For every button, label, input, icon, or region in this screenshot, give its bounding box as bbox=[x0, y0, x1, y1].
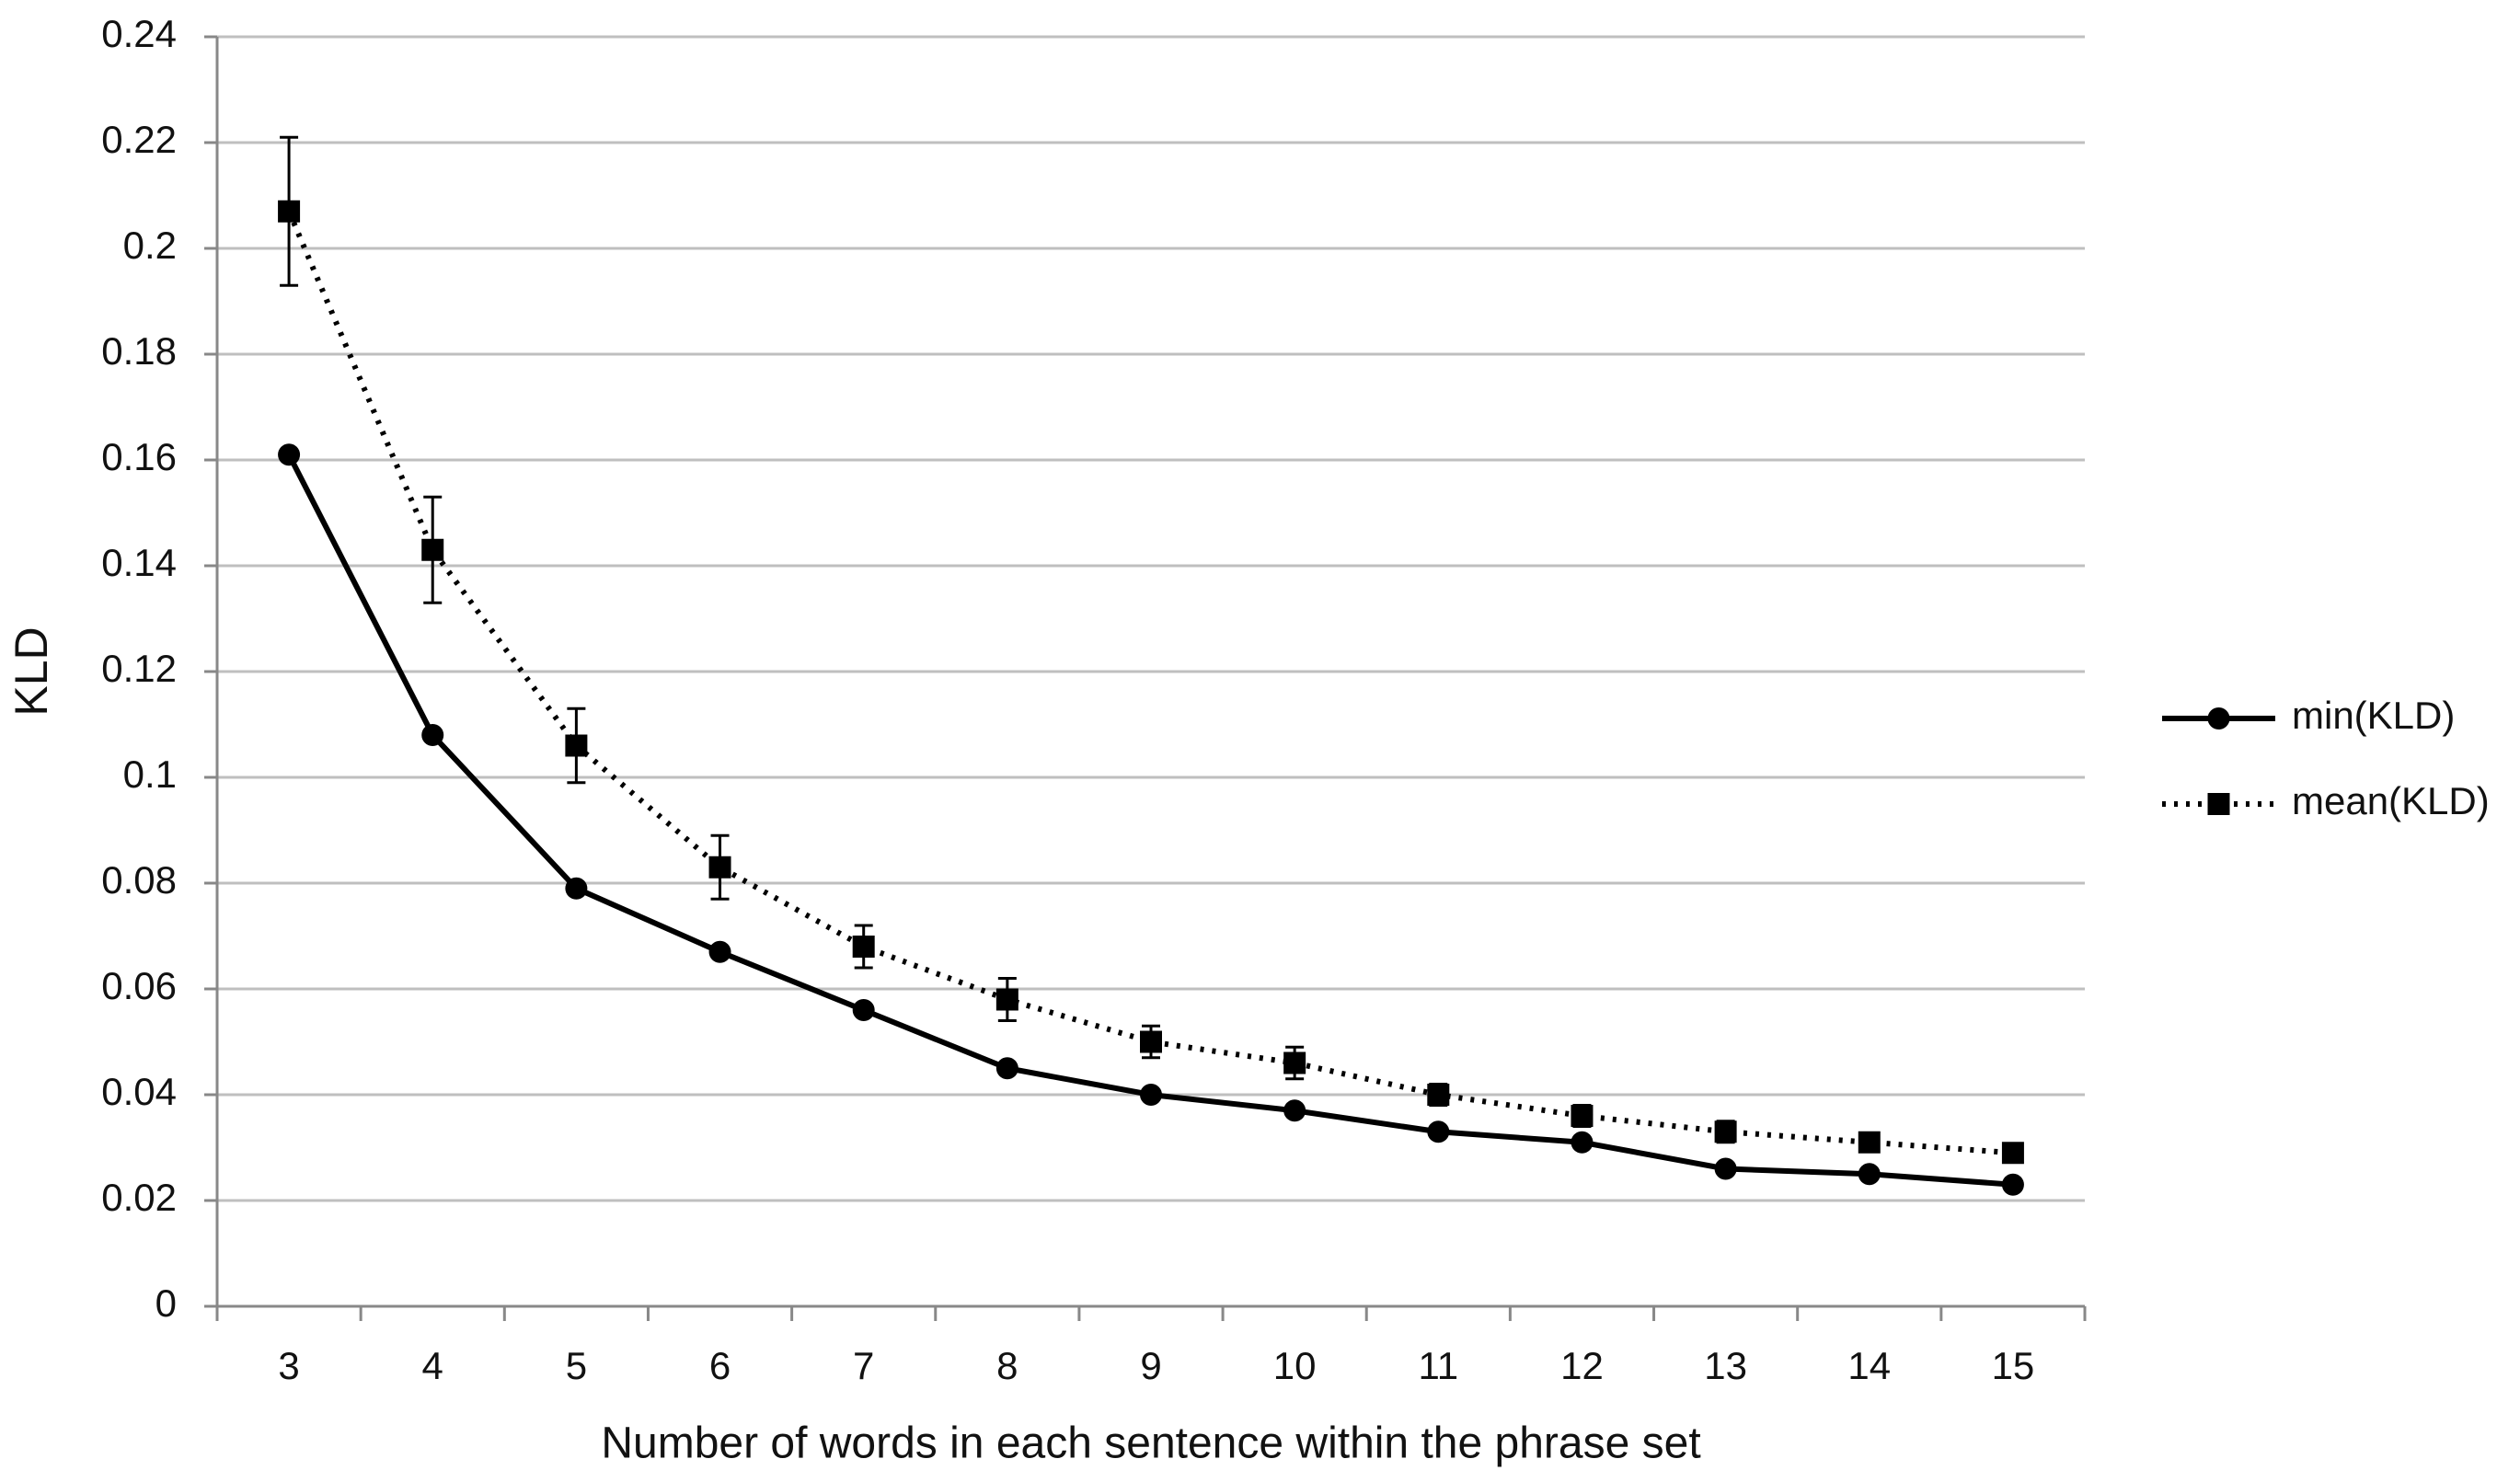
data-point bbox=[995, 988, 1018, 1011]
data-point bbox=[1283, 1099, 1306, 1122]
data-point bbox=[1571, 1105, 1594, 1127]
data-point bbox=[1140, 1084, 1162, 1106]
y-axis-title: KLD bbox=[6, 626, 57, 716]
data-point bbox=[421, 724, 444, 746]
y-tick-label: 0.14 bbox=[101, 541, 177, 584]
data-point bbox=[421, 538, 444, 561]
data-point bbox=[852, 936, 875, 958]
data-point bbox=[565, 877, 588, 900]
x-tick-label: 5 bbox=[566, 1344, 587, 1387]
y-tick-label: 0.2 bbox=[123, 224, 177, 267]
x-tick-label: 14 bbox=[1847, 1344, 1891, 1387]
data-point bbox=[1140, 1030, 1162, 1053]
x-tick-label: 10 bbox=[1273, 1344, 1317, 1387]
data-point bbox=[565, 734, 588, 757]
data-point bbox=[708, 856, 731, 879]
y-tick-label: 0.22 bbox=[101, 118, 177, 161]
x-tick-label: 9 bbox=[1140, 1344, 1161, 1387]
x-tick-label: 3 bbox=[278, 1344, 299, 1387]
legend-label: min(KLD) bbox=[2292, 694, 2455, 737]
x-tick-label: 15 bbox=[1992, 1344, 2035, 1387]
data-point bbox=[1427, 1084, 1450, 1106]
data-point bbox=[1858, 1131, 1881, 1154]
data-point bbox=[1571, 1131, 1594, 1154]
data-point bbox=[278, 443, 301, 466]
data-point bbox=[995, 1057, 1018, 1080]
data-point bbox=[2001, 1173, 2024, 1196]
y-tick-label: 0.04 bbox=[101, 1070, 177, 1113]
y-tick-label: 0.12 bbox=[101, 647, 177, 690]
y-tick-label: 0.16 bbox=[101, 435, 177, 478]
x-tick-label: 8 bbox=[996, 1344, 1018, 1387]
legend-marker bbox=[2207, 707, 2230, 730]
y-tick-label: 0.02 bbox=[101, 1176, 177, 1219]
x-tick-label: 12 bbox=[1560, 1344, 1604, 1387]
legend-label: mean(KLD) bbox=[2292, 779, 2490, 822]
data-point bbox=[278, 200, 301, 223]
y-tick-label: 0.18 bbox=[101, 329, 177, 373]
data-point bbox=[708, 940, 731, 963]
data-point bbox=[1714, 1157, 1737, 1180]
x-tick-label: 6 bbox=[709, 1344, 731, 1387]
x-tick-label: 11 bbox=[1419, 1344, 1459, 1387]
x-tick-label: 7 bbox=[853, 1344, 874, 1387]
x-tick-label: 13 bbox=[1704, 1344, 1747, 1387]
data-point bbox=[1427, 1120, 1450, 1143]
legend-marker bbox=[2207, 793, 2230, 815]
data-point bbox=[1283, 1051, 1306, 1074]
y-tick-label: 0.06 bbox=[101, 964, 177, 1007]
y-tick-label: 0 bbox=[155, 1281, 177, 1325]
data-point bbox=[1714, 1120, 1737, 1143]
series-line bbox=[286, 453, 2014, 1188]
data-point bbox=[2001, 1142, 2024, 1165]
y-tick-label: 0.1 bbox=[123, 752, 177, 796]
x-tick-label: 4 bbox=[422, 1344, 443, 1387]
series-line bbox=[286, 210, 2014, 1156]
y-tick-label: 0.24 bbox=[101, 12, 177, 55]
data-point bbox=[1858, 1163, 1881, 1186]
y-tick-label: 0.08 bbox=[101, 858, 177, 902]
x-axis-title: Number of words in each sentence within … bbox=[601, 1419, 1700, 1468]
data-point bbox=[852, 999, 875, 1021]
